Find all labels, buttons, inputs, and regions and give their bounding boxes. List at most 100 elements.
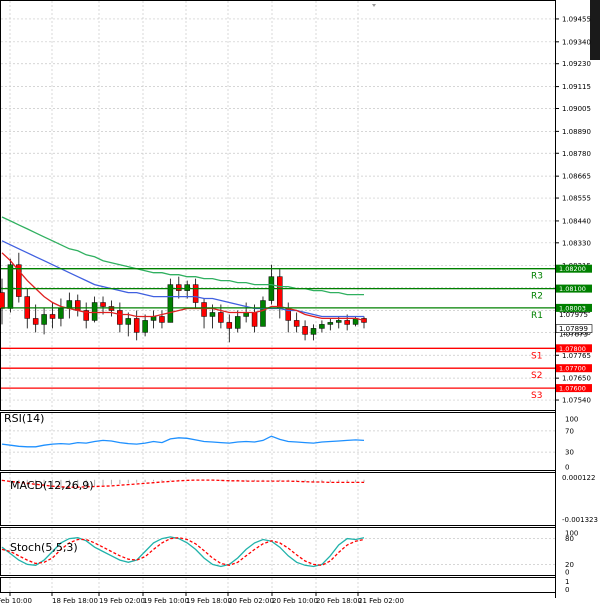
current-price-label: 1.07899 <box>559 325 588 333</box>
rsi-tick-label: 30 <box>565 449 574 457</box>
price-tick-label: 1.09230 <box>562 60 591 68</box>
stoch-signal-line <box>1 537 365 566</box>
candle-bear <box>83 310 89 321</box>
candle-bear <box>176 284 182 291</box>
level-name-r3: R3 <box>531 272 543 282</box>
level-badge-s2 <box>556 364 592 373</box>
candle-bear <box>192 284 199 303</box>
macd-tick-label: 0.000122 <box>562 474 595 482</box>
window-edge <box>590 0 600 60</box>
candle-bear <box>32 318 39 325</box>
rsi-line <box>1 435 365 448</box>
extra-tick-label: 0 <box>565 586 569 594</box>
time-tick-label: 20 Feb 18:00 <box>316 597 362 605</box>
time-tick-label: 19 Feb 18:00 <box>186 597 232 605</box>
time-tick-label: 19 Feb 02:00 <box>99 597 145 605</box>
price-tick-label: 1.08665 <box>562 173 591 181</box>
stoch-tick-label: 100 <box>565 530 578 538</box>
level-badge-text-r2: 1.08100 <box>559 285 586 293</box>
rsi-tick-label: 70 <box>565 427 574 435</box>
candle-bull <box>335 320 342 323</box>
level-badge-text-r3: 1.08200 <box>559 265 586 273</box>
price-tick-label: 1.09340 <box>562 38 591 46</box>
candle-bear <box>302 326 308 335</box>
candle-bull <box>58 308 64 319</box>
candle-bear <box>100 302 106 307</box>
shift-marker-icon <box>372 4 376 7</box>
candle-bear <box>133 318 140 333</box>
candle-bull <box>209 312 216 317</box>
panel-main <box>0 0 556 411</box>
price-tick-label: 1.07540 <box>562 397 591 405</box>
price-tick-label: 1.07650 <box>562 375 591 383</box>
candle-bull <box>91 302 98 321</box>
rsi-title: RSI(14) <box>4 412 44 425</box>
level-name-r2: R2 <box>531 292 543 302</box>
candle-bull <box>327 322 334 325</box>
level-badge-r2 <box>556 284 592 293</box>
candle-bull <box>260 300 266 327</box>
macd-title: MACD(12,26,9) <box>10 479 94 492</box>
current-price-badge <box>555 324 593 333</box>
candle-bull <box>142 320 148 333</box>
ma-red-line <box>1 252 365 322</box>
level-name-s1: S1 <box>531 351 542 361</box>
candle-bull <box>319 324 325 329</box>
price-tick-label: 1.08890 <box>562 128 591 136</box>
level-badge-text-r1: 1.08003 <box>559 304 586 312</box>
price-tick-label: 1.08780 <box>562 150 591 158</box>
level-badge-r1 <box>556 303 592 312</box>
level-name-r1: R1 <box>531 311 543 321</box>
macd-tick-label: -0.001323 <box>562 516 598 524</box>
overlap-price-label: 1.07975 <box>559 311 588 319</box>
time-tick-label: 21 Feb 02:00 <box>358 597 404 605</box>
candle-bull <box>125 318 132 325</box>
stoch-tick-label: 0 <box>565 569 569 577</box>
panel-stoch <box>0 527 556 576</box>
stoch-title: Stoch(5,5,3) <box>10 541 78 554</box>
extra-tick-label: 1 <box>565 578 569 586</box>
panel-last <box>0 577 556 593</box>
candle-bear <box>201 302 207 317</box>
candle-bear <box>226 322 233 329</box>
level-badge-s3 <box>556 384 592 393</box>
time-tick-label: 20 Feb 02:00 <box>228 597 274 605</box>
price-tick-label: 1.08555 <box>562 195 591 203</box>
time-tick-label: 20 Feb 10:00 <box>272 597 318 605</box>
macd-signal-line <box>1 479 364 488</box>
candle-bear <box>49 314 56 319</box>
level-badge-text-s3: 1.07600 <box>559 385 586 393</box>
level-badge-text-s2: 1.07700 <box>559 365 586 373</box>
time-tick-label: 18 Feb 10:00 <box>0 597 32 605</box>
level-badge-r3 <box>556 264 592 273</box>
time-tick-label: 19 Feb 10:00 <box>143 597 189 605</box>
level-badge-s1 <box>556 344 592 353</box>
price-tick-label: 1.09005 <box>562 105 591 113</box>
ma-blue-line <box>1 240 364 318</box>
price-tick-label: 1.08440 <box>562 217 591 225</box>
candle-bull <box>167 284 174 323</box>
level-name-s2: S2 <box>531 371 542 381</box>
rsi-tick-label: 100 <box>565 416 578 424</box>
price-tick-label: 1.09455 <box>562 15 591 23</box>
candle-bull <box>7 264 14 309</box>
price-tick-label: 1.09115 <box>562 83 591 91</box>
stoch-tick-label: 20 <box>565 561 574 569</box>
candle-bear <box>16 264 22 297</box>
candle-bear <box>277 276 283 309</box>
panel-rsi <box>0 412 556 471</box>
candle-bear <box>293 320 300 327</box>
candle-bear <box>251 312 258 327</box>
rsi-tick-label: 0 <box>565 464 569 472</box>
time-tick-label: 18 Feb 18:00 <box>52 597 98 605</box>
candle-bear <box>0 292 5 309</box>
candle-bear <box>75 300 81 311</box>
candle-bull <box>310 328 317 335</box>
candle-bear <box>218 312 224 323</box>
overlap-price-label-2: 1.07873 <box>559 331 588 339</box>
candle-bull <box>234 316 241 329</box>
candle-bear <box>117 310 123 325</box>
